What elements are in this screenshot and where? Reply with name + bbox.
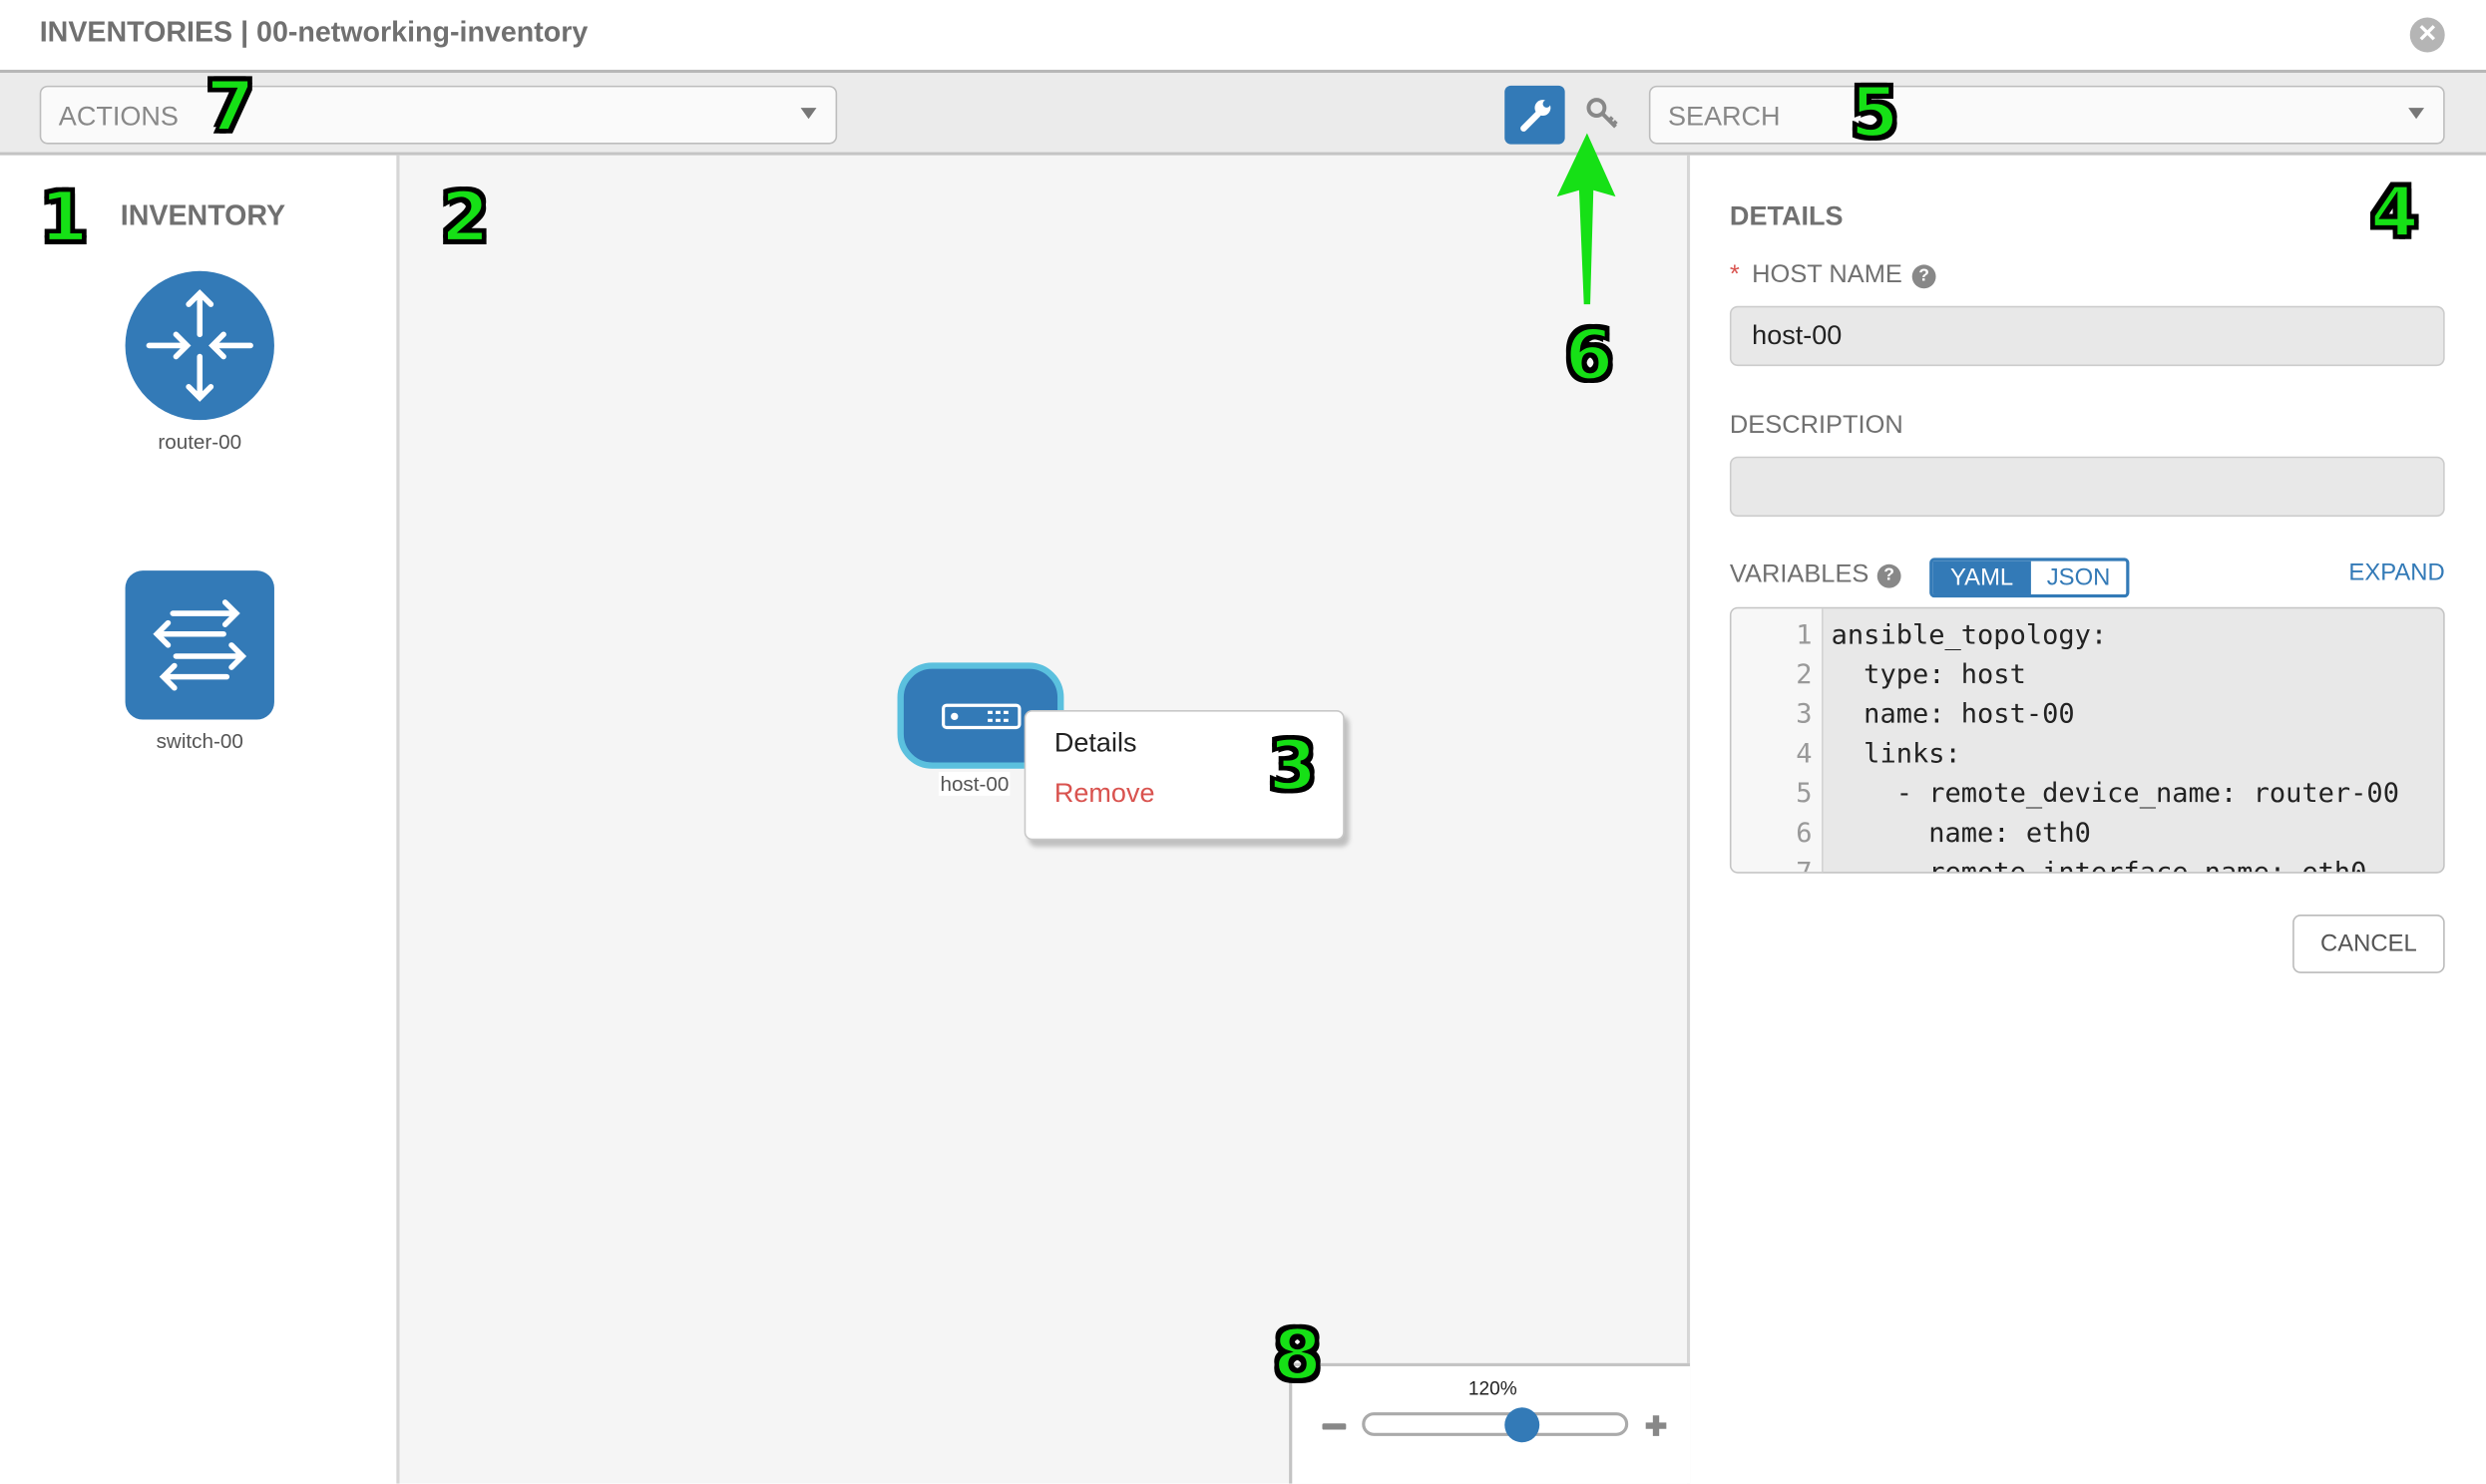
code-line: - remote_device_name: router-00 <box>1831 778 2399 811</box>
description-label: DESCRIPTION <box>1729 412 1903 440</box>
code-line: ansible_topology: <box>1831 619 2108 652</box>
code-line: links: <box>1831 738 1961 771</box>
inventory-panel: INVENTORY router-00 switch-00 <box>0 155 400 1484</box>
code-line: name: host-00 <box>1831 698 2075 731</box>
host-icon <box>942 703 1022 730</box>
inventory-title: INVENTORY <box>120 199 286 232</box>
annotation-5: 5 <box>1849 73 1900 155</box>
zoom-slider-handle[interactable] <box>1504 1407 1540 1443</box>
annotation-8: 8 <box>1272 1315 1324 1397</box>
json-toggle[interactable]: JSON <box>2046 563 2111 591</box>
host-name-value: host-00 <box>1752 320 1843 351</box>
code-line: remote_interface_name: eth0 <box>1831 857 2367 874</box>
line-number-gutter: 1 2 3 4 5 6 7 <box>1731 608 1824 874</box>
host-name-label: HOST NAME <box>1752 261 1902 289</box>
annotation-1: 1 <box>38 178 90 259</box>
line-number: 7 <box>1796 857 1813 874</box>
variables-label: VARIABLES <box>1729 560 1869 588</box>
header: INVENTORIES | 00-networking-inventory ✕ <box>0 0 2486 74</box>
key-button[interactable] <box>1584 95 1622 133</box>
menu-item-details[interactable]: Details <box>1053 727 1137 758</box>
zoom-in-icon[interactable] <box>1644 1414 1668 1438</box>
zoom-control: 120% <box>1289 1362 1691 1484</box>
page-title: INVENTORIES | 00-networking-inventory <box>39 15 589 48</box>
line-number: 1 <box>1796 619 1813 652</box>
chevron-down-icon <box>800 108 817 120</box>
annotation-7: 7 <box>205 66 256 148</box>
annotation-4: 4 <box>2368 173 2420 254</box>
router-icon <box>146 289 253 402</box>
line-number: 2 <box>1796 659 1813 691</box>
details-panel: DETAILS * HOST NAME ? host-00 DESCRIPTIO… <box>1690 155 2486 1484</box>
line-number: 4 <box>1796 738 1813 771</box>
wrench-icon <box>1520 100 1551 132</box>
annotation-3: 3 <box>1267 725 1319 807</box>
search-label: SEARCH <box>1667 101 1781 132</box>
zoom-percent: 120% <box>1467 1377 1517 1400</box>
cancel-button[interactable]: CANCEL <box>2292 915 2445 973</box>
topology-canvas[interactable]: host-00 Details Remove 120% <box>399 155 1691 1484</box>
description-input[interactable] <box>1729 456 2445 518</box>
variables-editor[interactable]: 1 2 3 4 5 6 7 ansible_topology: type: host nam… <box>1729 606 2445 874</box>
line-number: 6 <box>1796 818 1813 850</box>
help-icon[interactable]: ? <box>1911 264 1936 289</box>
host-name-input[interactable]: host-00 <box>1729 305 2445 367</box>
annotation-6: 6 <box>1563 315 1615 397</box>
chevron-down-icon <box>2408 108 2425 120</box>
details-title: DETAILS <box>1729 200 1844 232</box>
format-toggle: YAML JSON <box>1929 557 2130 598</box>
code-line: type: host <box>1831 659 2026 691</box>
yaml-toggle[interactable]: YAML <box>1932 560 2031 594</box>
menu-item-remove[interactable]: Remove <box>1053 778 1155 809</box>
wrench-button[interactable] <box>1504 85 1565 145</box>
router-label: router-00 <box>158 429 242 454</box>
annotation-arrow-icon <box>1556 133 1616 305</box>
line-number: 3 <box>1796 698 1813 731</box>
line-number: 5 <box>1796 778 1813 811</box>
switch-item[interactable] <box>125 570 274 720</box>
close-icon[interactable]: ✕ <box>2409 17 2445 53</box>
annotation-2: 2 <box>439 178 491 259</box>
code-line: name: eth0 <box>1831 818 2091 850</box>
key-icon <box>1586 98 1618 129</box>
required-mark: * <box>1729 261 1740 289</box>
switch-label: switch-00 <box>156 729 243 753</box>
host-label: host-00 <box>938 771 1011 796</box>
expand-link[interactable]: EXPAND <box>2348 559 2445 587</box>
router-item[interactable] <box>125 270 274 421</box>
switch-icon <box>153 599 247 691</box>
zoom-out-icon[interactable] <box>1322 1423 1347 1430</box>
zoom-slider[interactable] <box>1362 1412 1629 1436</box>
actions-label: ACTIONS <box>58 101 179 132</box>
help-icon[interactable]: ? <box>1876 563 1901 588</box>
context-menu: Details Remove <box>1024 710 1345 841</box>
actions-dropdown[interactable]: ACTIONS <box>39 85 838 145</box>
search-dropdown[interactable]: SEARCH <box>1648 85 2445 145</box>
toolbar: ACTIONS SEARCH <box>0 73 2486 156</box>
